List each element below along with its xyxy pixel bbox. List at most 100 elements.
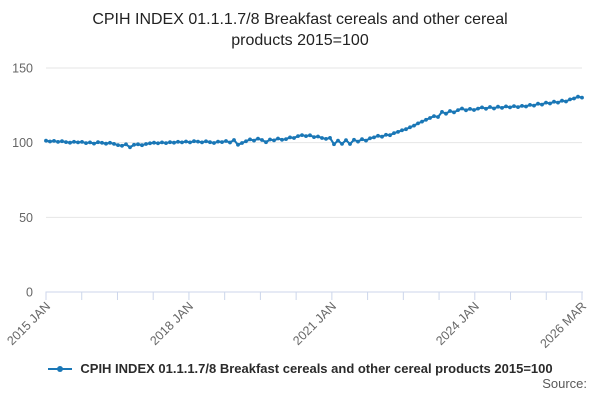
data-point-marker [480,105,484,110]
data-point-marker [380,134,384,139]
data-point-marker [168,140,172,145]
data-point-marker [404,127,408,132]
data-point-marker [56,140,60,144]
x-axis-tick-label: 2015 JAN [4,299,53,348]
data-point-marker [228,140,232,145]
data-point-marker [184,139,188,144]
y-axis-tick-label: 100 [12,136,33,150]
data-point-marker [128,145,132,150]
data-point-marker [392,131,396,136]
data-point-marker [504,104,508,109]
data-point-marker [564,99,568,104]
data-point-marker [136,142,140,147]
data-point-marker [112,142,116,146]
data-point-marker [388,133,392,138]
x-axis-tick-label: 2021 JAN [290,299,339,348]
data-point-marker [344,138,348,143]
data-point-marker [432,114,436,118]
data-point-marker [76,140,80,145]
data-point-marker [208,140,212,145]
series-line [44,95,584,149]
data-point-marker [188,140,192,145]
data-point-marker [456,108,460,112]
data-point-marker [440,110,444,114]
data-point-marker [488,105,492,109]
chart-title-line-1: CPIH INDEX 01.1.1.7/8 Breakfast cereals … [92,11,508,28]
data-point-marker [572,96,576,101]
data-point-marker [156,141,160,146]
data-point-marker [80,140,84,144]
data-point-marker [180,140,184,145]
data-point-marker [108,140,112,145]
data-point-marker [492,106,496,111]
data-point-marker [220,140,224,145]
data-point-marker [556,100,560,105]
legend-line-marker-icon [48,365,73,372]
data-point-marker [296,134,300,139]
data-point-marker [72,139,76,144]
data-point-marker [88,140,92,145]
data-point-marker [200,140,204,145]
data-point-marker [416,121,420,126]
data-point-marker [436,115,440,119]
data-point-marker [544,100,548,105]
data-point-marker [496,104,500,109]
data-point-marker [552,99,556,104]
data-point-marker [304,134,308,139]
data-point-marker [252,138,256,143]
data-point-marker [312,135,316,140]
data-point-marker [232,138,236,142]
data-point-marker [176,139,180,144]
data-point-marker [324,137,328,141]
data-point-marker [276,136,280,141]
data-point-marker [400,128,404,133]
data-point-marker [288,135,292,140]
data-point-marker [284,137,288,142]
data-point-marker [468,107,472,111]
data-point-marker [512,104,516,108]
data-point-marker [332,142,336,147]
data-point-marker [516,105,520,109]
data-point-marker [44,138,48,143]
data-point-marker [448,109,452,113]
data-point-marker [224,139,228,143]
data-point-marker [352,137,356,142]
data-point-marker [372,135,376,140]
data-point-marker [204,139,208,144]
data-point-marker [84,141,88,146]
data-point-marker [500,106,504,110]
x-axis-tick-label: 2026 MAR [537,299,589,351]
data-point-marker [336,138,340,143]
data-point-marker [256,136,260,141]
data-point-marker [364,138,368,143]
data-point-marker [244,139,248,144]
data-point-marker [548,101,552,106]
data-point-marker [508,105,512,110]
data-point-marker [316,134,320,139]
data-point-marker [580,95,584,100]
data-point-marker [132,142,136,147]
data-point-marker [148,141,152,146]
data-point-marker [96,140,100,145]
data-point-marker [292,136,296,140]
data-point-marker [68,140,72,145]
legend[interactable]: CPIH INDEX 01.1.1.7/8 Breakfast cereals … [0,361,600,376]
data-point-marker [64,140,68,145]
data-point-marker [356,139,360,144]
chart-title-line-2: products 2015=100 [231,32,369,49]
data-point-marker [264,140,268,145]
y-axis-tick-label: 0 [26,286,33,300]
data-point-marker [120,143,124,148]
data-point-marker [172,140,176,145]
data-point-marker [460,106,464,111]
data-point-marker [308,133,312,138]
data-point-marker [444,111,448,116]
data-point-marker [192,139,196,144]
data-point-marker [340,142,344,146]
data-point-marker [152,140,156,145]
data-point-marker [428,116,432,120]
data-point-marker [100,140,104,145]
data-point-marker [60,139,64,144]
data-point-marker [568,97,572,102]
